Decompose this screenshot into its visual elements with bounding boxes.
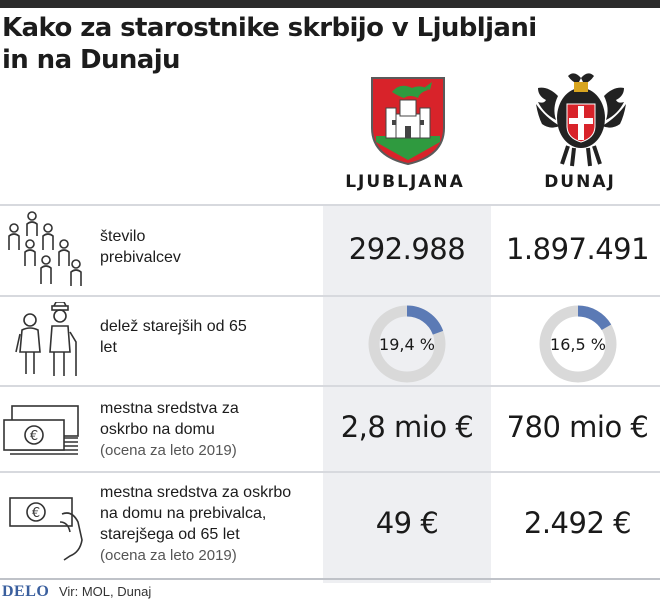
ljubljana-column-background xyxy=(323,206,491,583)
row-label-home-care-funds: mestna sredstva za oskrbo na domu (ocena… xyxy=(100,398,290,461)
row-divider xyxy=(0,578,660,580)
source-note: Vir: MOL, Dunaj xyxy=(58,584,152,599)
row-label-text: mestna sredstva za oskrbo na domu na pre… xyxy=(100,484,292,543)
row-label-population: število prebivalcev xyxy=(100,226,230,268)
row-label-note: (ocena za leto 2019) xyxy=(100,442,237,459)
row-divider xyxy=(0,471,660,473)
row-divider xyxy=(0,204,660,206)
row-divider xyxy=(0,295,660,297)
column-header-ljubljana: LJUBLJANA xyxy=(345,172,465,192)
row-label-text: število prebivalcev xyxy=(100,228,181,266)
funds-per-elderly-dunaj: 2.492 € xyxy=(523,506,632,540)
vienna-coat-of-arms-icon xyxy=(536,73,626,167)
elderly-share-dunaj-donut: 16,5 % xyxy=(539,305,617,383)
ljubljana-coat-of-arms-icon xyxy=(371,77,445,166)
home-care-funds-ljubljana: 2,8 mio € xyxy=(340,410,474,444)
banknotes-stack-icon: € xyxy=(3,405,79,455)
elderly-share-ljubljana: 19,4 % xyxy=(379,335,435,354)
elderly-share-dunaj: 16,5 % xyxy=(550,335,606,354)
funds-per-elderly-ljubljana: 49 € xyxy=(375,506,439,540)
delo-logo: DELO xyxy=(2,583,50,600)
home-care-funds-dunaj: 780 mio € xyxy=(506,410,649,444)
svg-text:€: € xyxy=(30,429,38,444)
row-label-text: mestna sredstva za oskrbo na domu xyxy=(100,400,239,438)
row-label-funds-per-elderly: mestna sredstva za oskrbo na domu na pre… xyxy=(100,482,310,566)
row-label-note: (ocena za leto 2019) xyxy=(100,547,237,564)
hand-holding-euro-icon: € xyxy=(9,497,83,561)
row-label-elderly-share: delež starejših od 65 let xyxy=(100,316,260,358)
elderly-share-ljubljana-donut: 19,4 % xyxy=(368,305,446,383)
population-ljubljana: 292.988 xyxy=(348,232,466,266)
footer: DELO Vir: MOL, Dunaj xyxy=(2,583,151,601)
column-header-dunaj: DUNAJ xyxy=(544,172,616,192)
elderly-couple-icon xyxy=(15,302,77,376)
page-title: Kako za starostnike skrbijo v Ljubljani … xyxy=(2,13,537,75)
top-bar xyxy=(0,0,660,8)
row-divider xyxy=(0,385,660,387)
svg-text:€: € xyxy=(32,506,40,521)
row-label-text: delež starejših od 65 let xyxy=(100,318,247,356)
population-dunaj: 1.897.491 xyxy=(505,232,650,266)
people-group-icon xyxy=(8,211,82,286)
